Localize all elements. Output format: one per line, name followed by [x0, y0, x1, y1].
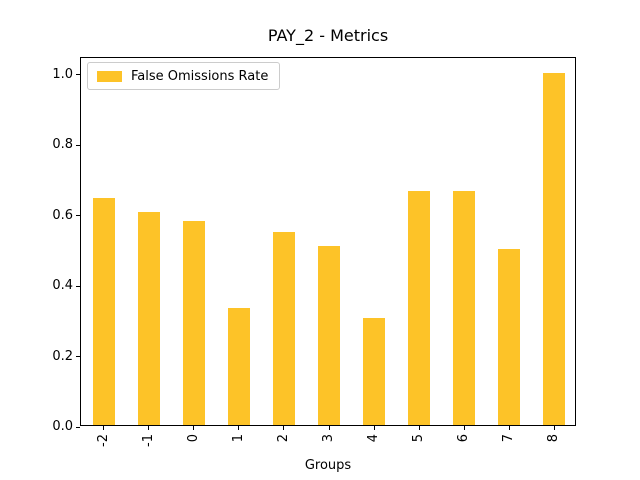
y-tick [76, 215, 80, 217]
bar-3 [318, 246, 340, 425]
x-tick [328, 426, 330, 430]
x-axis-label: Groups [304, 458, 352, 473]
x-tick-label: 2 [275, 434, 291, 443]
y-tick-label: 1.0 [52, 66, 73, 82]
bar-5 [408, 190, 431, 425]
bar-1 [227, 307, 250, 425]
x-tick [508, 426, 510, 430]
x-tick-label: 6 [456, 434, 472, 443]
y-tick [76, 144, 80, 146]
x-tick [238, 426, 240, 430]
bar-7 [498, 248, 521, 425]
x-tick-label: 4 [366, 434, 382, 443]
x-tick [553, 426, 555, 430]
y-tick-label: 0.0 [52, 419, 73, 434]
chart-title: PAY_2 - Metrics [267, 26, 389, 45]
bar-0 [182, 220, 205, 425]
bar-2 [272, 231, 295, 425]
plot-area: False Omissions Rate -2 -1 0 1 2 3 4 5 6 7 8 0.0 0.2… [52, 57, 576, 447]
legend-label: False Omissions Rate [131, 68, 269, 84]
y-tick [76, 285, 80, 287]
x-tick-label: 8 [546, 434, 562, 443]
bar--1 [137, 211, 160, 425]
x-tick-label: 0 [185, 434, 201, 443]
x-tick-label: 5 [411, 434, 427, 443]
x-tick [193, 426, 195, 430]
y-tick [76, 356, 80, 357]
x-tick [103, 426, 105, 430]
x-tick [463, 426, 465, 430]
legend-swatch-icon [97, 70, 122, 82]
y-tick-label: 0.6 [52, 207, 73, 223]
bar--2 [92, 197, 115, 425]
bar-6 [453, 190, 476, 425]
x-tick-label: -1 [140, 434, 156, 447]
x-tick-label: 7 [501, 434, 517, 443]
bar-8 [543, 72, 566, 425]
y-tick-label: 0.8 [52, 137, 73, 153]
y-tick [76, 426, 80, 428]
x-tick [418, 426, 420, 430]
y-tick [76, 74, 80, 76]
legend: False Omissions Rate [87, 62, 281, 90]
bar-4 [363, 317, 386, 425]
x-tick [283, 426, 285, 430]
x-tick [148, 426, 150, 430]
x-tick [373, 426, 375, 430]
x-tick-label: 3 [321, 434, 336, 443]
y-tick-label: 0.2 [52, 348, 73, 364]
y-tick-label: 0.4 [52, 278, 73, 294]
x-tick-label: 1 [230, 434, 246, 443]
x-tick-label: -2 [95, 434, 111, 447]
